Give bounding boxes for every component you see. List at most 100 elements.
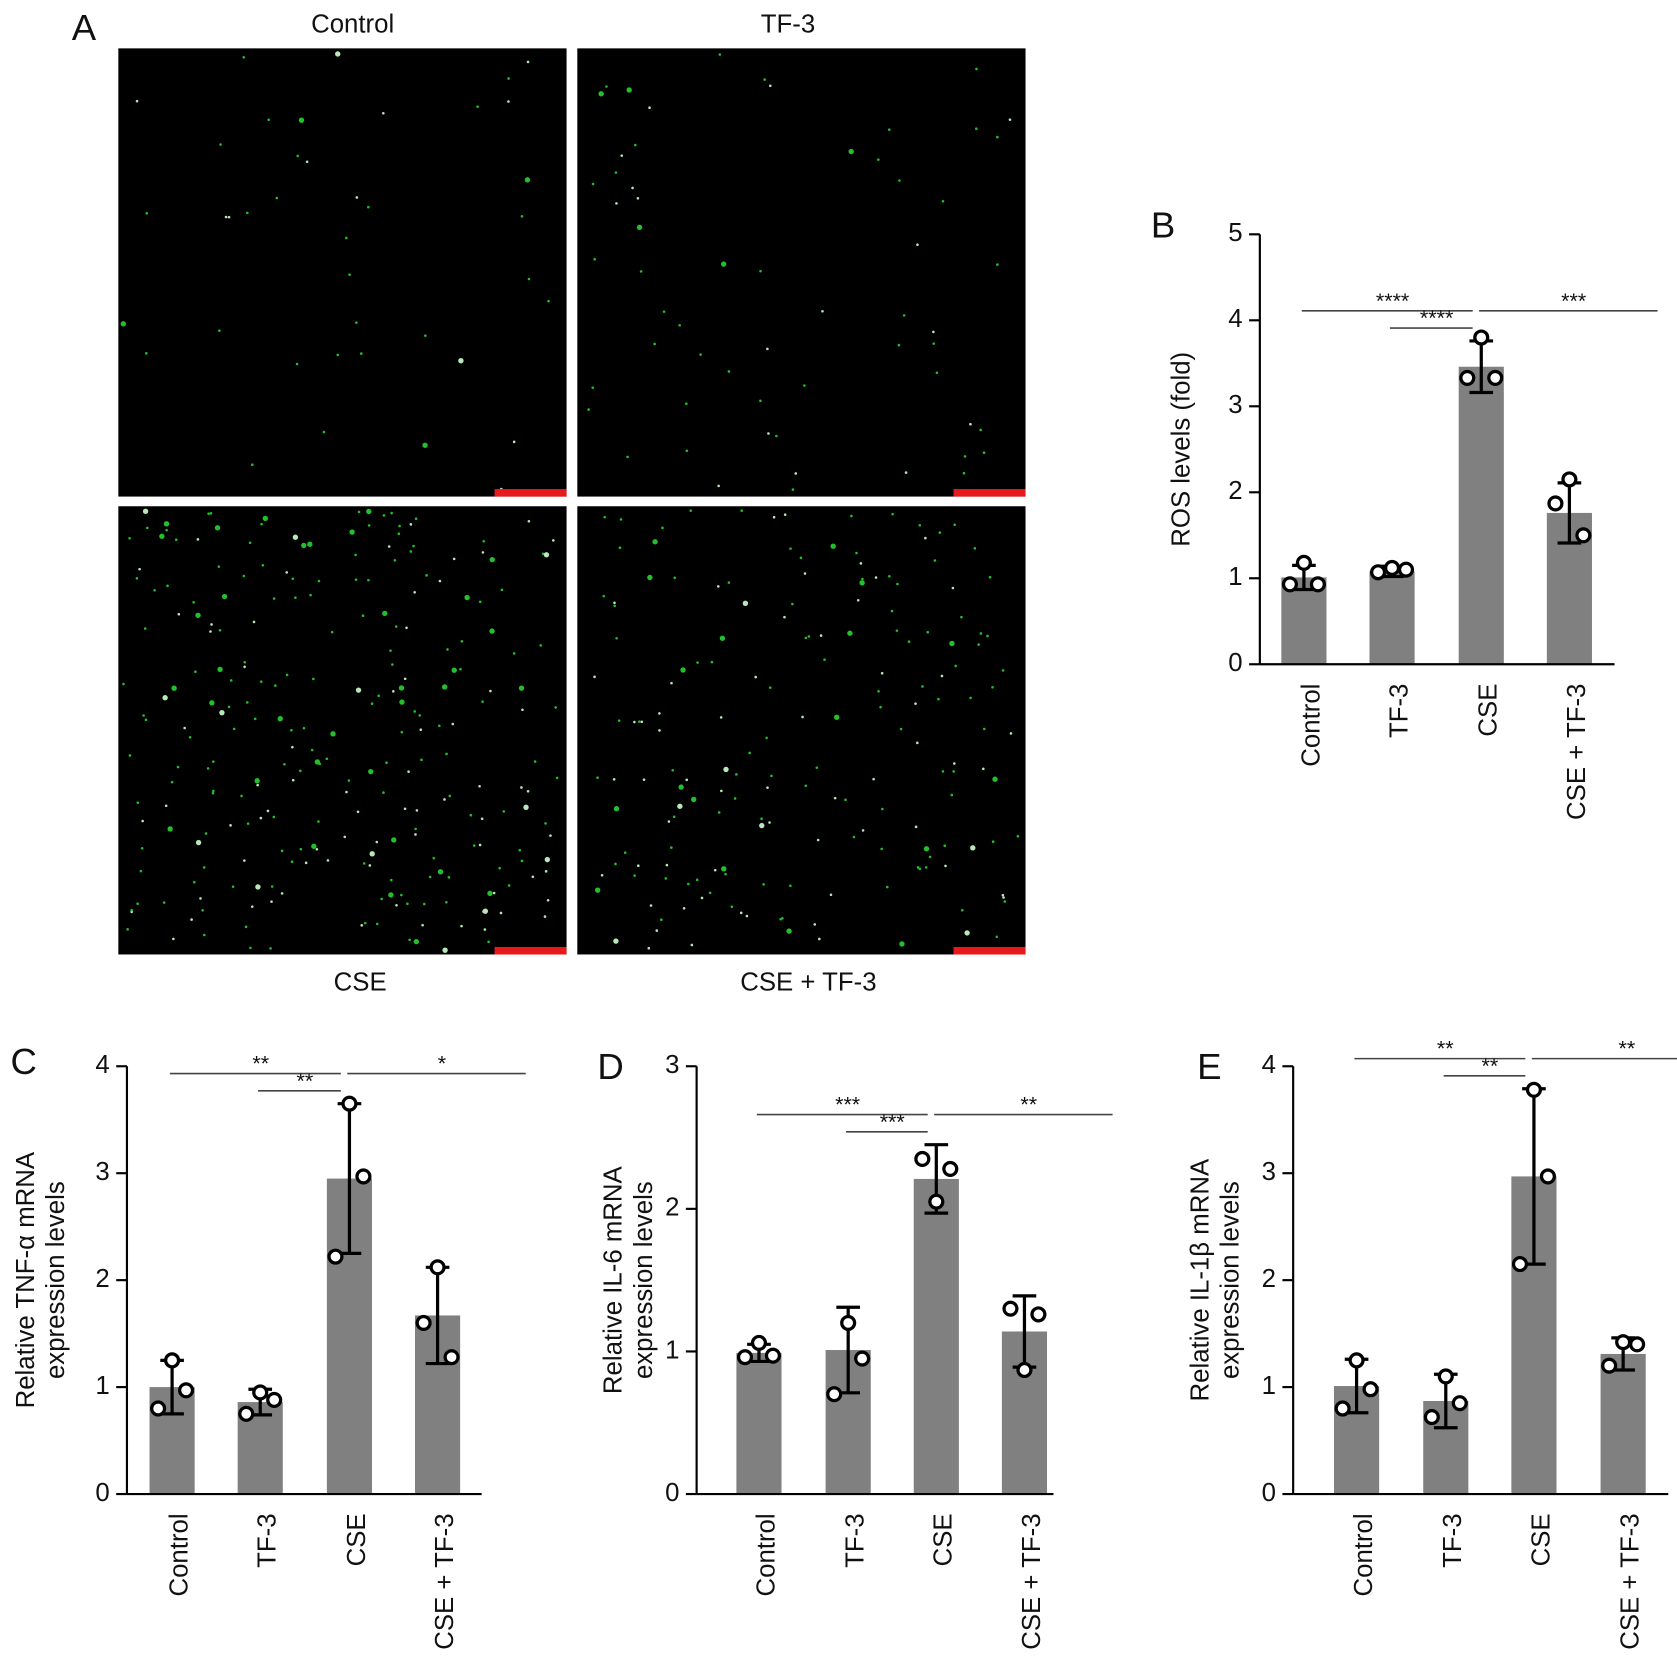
cell-dot <box>242 55 246 59</box>
cell-dot <box>791 602 794 606</box>
cell-dot <box>977 643 980 646</box>
data-point <box>1437 1368 1454 1385</box>
cell-dot <box>171 685 177 691</box>
cell-dot <box>299 847 303 851</box>
x-tick-label: CSE + TF-3 <box>1018 1513 1046 1649</box>
cell-dot <box>888 574 891 578</box>
cell-dot <box>801 715 804 719</box>
significance-label: ** <box>252 1052 269 1076</box>
cell-dot <box>195 612 201 618</box>
cell-dot <box>232 727 236 731</box>
cell-dot <box>311 843 317 849</box>
cell-dot <box>720 261 727 267</box>
cell-dot <box>874 576 878 579</box>
significance-label: **** <box>1420 306 1454 330</box>
cell-dot <box>821 309 824 313</box>
cell-dot <box>209 700 215 706</box>
cell-dot <box>246 211 249 215</box>
cell-dot <box>745 914 749 918</box>
data-point <box>1397 561 1415 578</box>
cell-dot <box>916 866 920 869</box>
cell-dot <box>367 524 371 527</box>
cell-dot <box>335 51 341 57</box>
cell-dot <box>153 588 156 592</box>
y-tick-label: 1 <box>665 1336 679 1364</box>
cell-dot <box>136 801 140 804</box>
cell-dot <box>209 512 213 515</box>
cell-dot <box>218 329 221 332</box>
cell-dot <box>721 866 727 872</box>
y-tick-label: 1 <box>1262 1372 1276 1400</box>
cell-dot <box>594 887 601 893</box>
cell-dot <box>354 578 358 581</box>
y-tick-label: 3 <box>1228 391 1242 419</box>
micrograph <box>118 506 567 955</box>
cell-dot <box>163 521 170 527</box>
cell-dot <box>209 630 212 633</box>
cell-dot <box>277 715 283 722</box>
cell-dot <box>445 900 448 904</box>
cell-dot <box>259 680 263 683</box>
cell-dot <box>512 652 516 655</box>
data-point <box>1334 1400 1351 1417</box>
data-point <box>1348 1352 1365 1369</box>
cell-dot <box>367 205 370 209</box>
cell-dot <box>649 904 653 907</box>
cell-dot <box>970 845 976 851</box>
cell-dot <box>366 508 372 515</box>
cell-dot <box>202 933 206 937</box>
cell-dot <box>212 760 215 763</box>
cell-dot <box>447 876 451 879</box>
data-point <box>1383 559 1401 577</box>
cell-dot <box>507 77 510 80</box>
cell-dot <box>523 804 529 810</box>
y-tick-label: 0 <box>95 1479 109 1507</box>
cell-dot <box>409 523 413 526</box>
y-tick-label: 0 <box>1262 1479 1276 1507</box>
micrograph <box>577 506 1026 955</box>
cell-dot <box>176 765 180 769</box>
cell-dot <box>207 512 210 515</box>
panel-letter: A <box>72 7 97 48</box>
cell-dot <box>1001 669 1005 672</box>
cell-dot <box>932 330 935 334</box>
cell-dot <box>260 522 263 526</box>
cell-dot <box>941 199 945 203</box>
cell-dot <box>768 686 772 689</box>
cell-dot <box>336 353 340 357</box>
cell-dot <box>275 196 279 200</box>
y-tick-label: 2 <box>665 1194 679 1222</box>
cell-dot <box>142 714 145 717</box>
cell-dot <box>259 816 263 820</box>
cell-dot <box>472 844 476 847</box>
cell-dot <box>803 572 807 575</box>
cell-dot <box>768 821 771 824</box>
cell-dot <box>518 848 522 852</box>
cell-dot <box>639 270 643 273</box>
cell-dot <box>195 839 202 846</box>
cell-dot <box>973 547 977 550</box>
cell-dot <box>143 627 147 630</box>
cell-dot <box>982 727 986 731</box>
x-tick-label: Control <box>166 1513 194 1596</box>
significance-label: **** <box>1376 289 1410 313</box>
cell-dot <box>140 846 144 850</box>
cell-dot <box>986 634 989 638</box>
data-point <box>826 1386 843 1403</box>
cell-dot <box>992 776 998 782</box>
cell-dot <box>533 760 537 763</box>
cell-dot <box>270 900 273 903</box>
cell-dot <box>735 773 738 776</box>
cell-dot <box>425 574 428 577</box>
cell-dot <box>613 938 619 944</box>
cell-dot <box>183 726 186 730</box>
bar <box>913 1178 959 1495</box>
cell-dot <box>887 128 891 131</box>
x-tick-label: CSE + TF-3 <box>1617 1513 1645 1649</box>
y-tick-label: 5 <box>1228 219 1242 247</box>
cell-dot <box>162 695 168 701</box>
cell-dot <box>823 658 826 661</box>
cell-dot <box>443 798 446 801</box>
cell-dot <box>347 779 351 782</box>
cell-dot <box>382 791 385 794</box>
